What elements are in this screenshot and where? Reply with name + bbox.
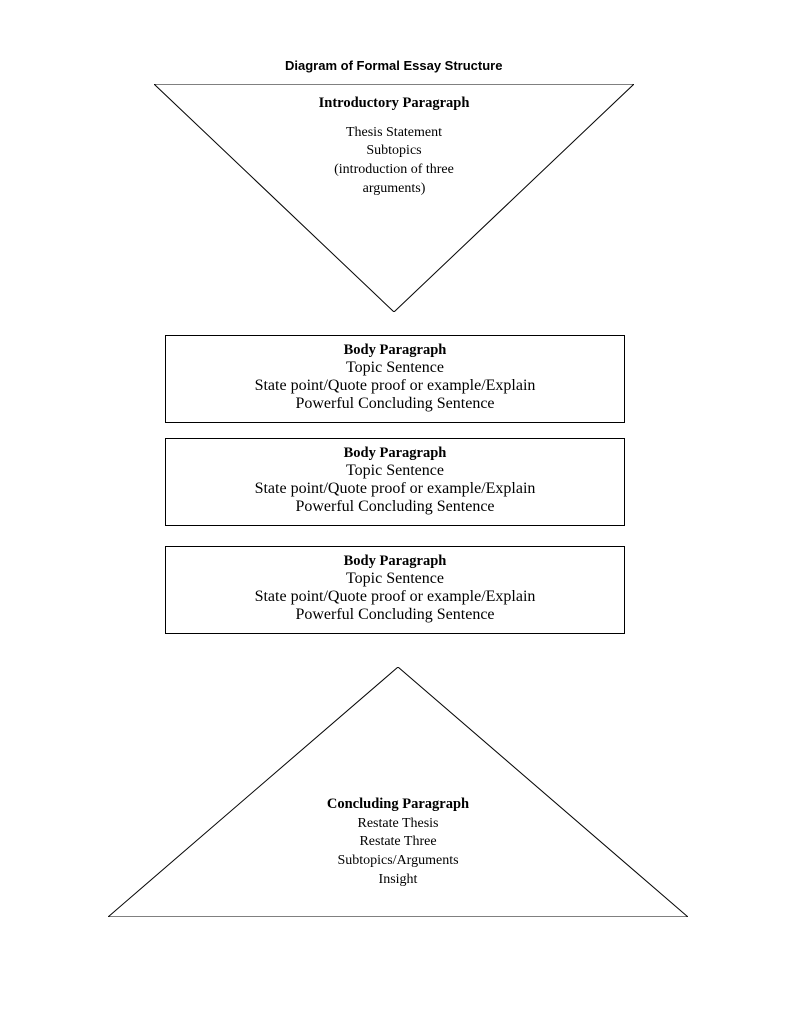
intro-heading: Introductory Paragraph <box>154 94 634 114</box>
intro-line1: Thesis Statement <box>154 124 634 143</box>
body-paragraph-2: Body Paragraph Topic Sentence State poin… <box>165 438 625 526</box>
body-paragraph-3: Body Paragraph Topic Sentence State poin… <box>165 546 625 634</box>
conclusion-line1: Restate Thesis <box>108 815 688 834</box>
intro-line2: Subtopics <box>154 142 634 161</box>
page-title: Diagram of Formal Essay Structure <box>285 58 502 73</box>
body2-heading: Body Paragraph <box>174 445 616 462</box>
conclusion-heading: Concluding Paragraph <box>108 795 688 815</box>
body1-line3: Powerful Concluding Sentence <box>174 395 616 413</box>
body2-line2: State point/Quote proof or example/Expla… <box>174 480 616 498</box>
body1-line1: Topic Sentence <box>174 359 616 377</box>
intro-line4: arguments) <box>154 180 634 199</box>
body2-line3: Powerful Concluding Sentence <box>174 498 616 516</box>
conclusion-triangle: Concluding Paragraph Restate Thesis Rest… <box>108 667 688 917</box>
body-paragraph-1: Body Paragraph Topic Sentence State poin… <box>165 335 625 423</box>
body3-line3: Powerful Concluding Sentence <box>174 606 616 624</box>
body1-line2: State point/Quote proof or example/Expla… <box>174 377 616 395</box>
intro-line3: (introduction of three <box>154 161 634 180</box>
body3-line2: State point/Quote proof or example/Expla… <box>174 588 616 606</box>
body2-line1: Topic Sentence <box>174 462 616 480</box>
body3-heading: Body Paragraph <box>174 553 616 570</box>
conclusion-line4: Insight <box>108 871 688 890</box>
body1-heading: Body Paragraph <box>174 342 616 359</box>
conclusion-line3: Subtopics/Arguments <box>108 852 688 871</box>
body3-line1: Topic Sentence <box>174 570 616 588</box>
intro-triangle: Introductory Paragraph Thesis Statement … <box>154 84 634 312</box>
conclusion-line2: Restate Three <box>108 833 688 852</box>
